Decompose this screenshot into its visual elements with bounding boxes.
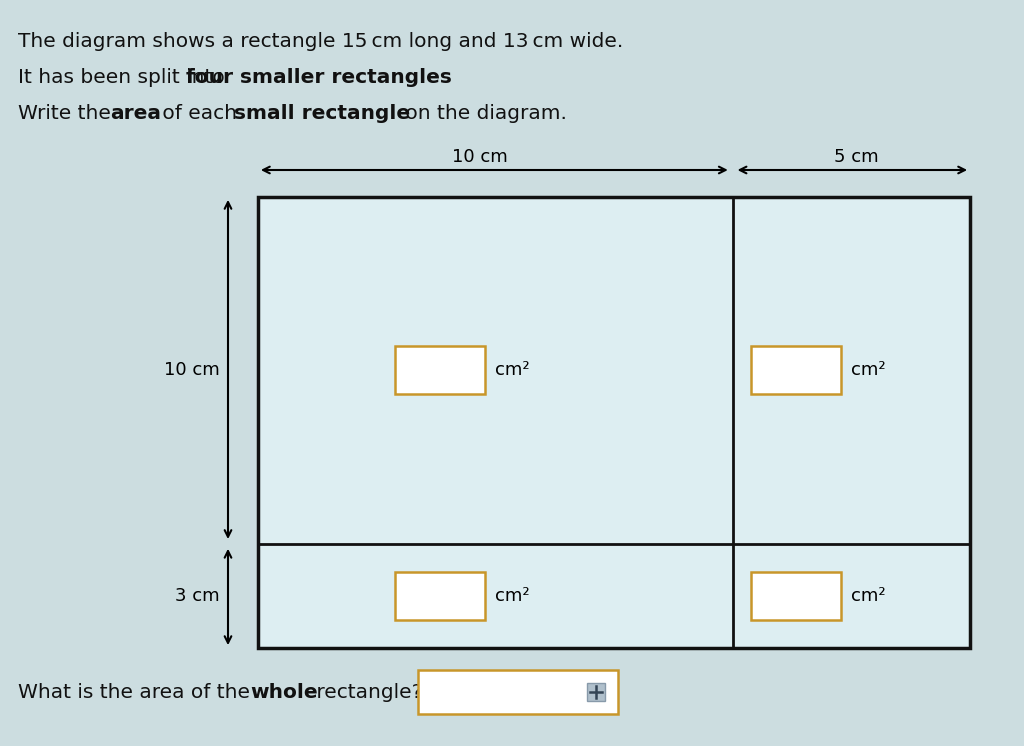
Bar [418,670,618,714]
Text: area: area [110,104,161,123]
Bar [258,197,732,544]
Bar [732,197,970,544]
Text: .: . [408,68,415,87]
Text: four smaller rectangles: four smaller rectangles [186,68,452,87]
Bar [258,197,970,648]
Text: 5 cm: 5 cm [834,148,879,166]
Text: 3 cm: 3 cm [175,587,220,605]
Bar [395,346,485,395]
Bar [732,544,970,648]
Text: 10 cm: 10 cm [164,362,220,380]
Text: small rectangle: small rectangle [234,104,411,123]
Bar [752,572,842,620]
Text: 10 cm: 10 cm [453,148,508,166]
Text: on the diagram.: on the diagram. [399,104,567,123]
Text: whole: whole [250,683,317,701]
Text: cm²: cm² [496,362,530,380]
Text: rectangle?: rectangle? [310,683,422,701]
Bar [752,346,842,395]
Text: cm²: cm² [496,587,530,605]
Bar [395,572,485,620]
Bar [258,544,732,648]
Text: Write the: Write the [18,104,118,123]
Text: cm²: cm² [851,362,886,380]
Bar [587,683,605,701]
Text: What is the area of the: What is the area of the [18,683,256,701]
Text: cm²: cm² [851,587,886,605]
Text: The diagram shows a rectangle 15 cm long and 13 cm wide.: The diagram shows a rectangle 15 cm long… [18,32,624,51]
Text: of each: of each [156,104,244,123]
Text: It has been split into: It has been split into [18,68,231,87]
